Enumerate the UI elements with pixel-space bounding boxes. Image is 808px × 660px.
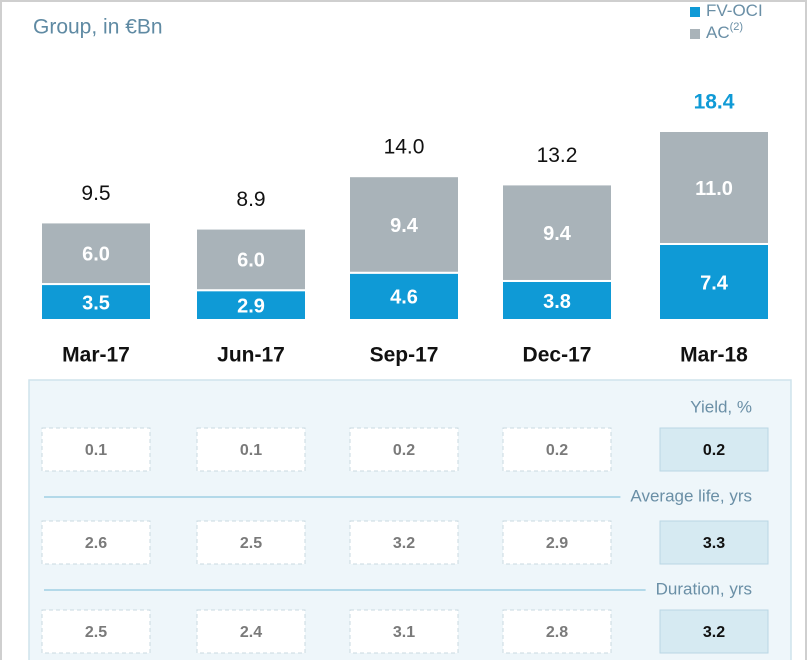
- segment-label: 2.9: [237, 295, 265, 317]
- x-tick-label: Mar-17: [62, 344, 130, 367]
- metric-label: Duration, yrs: [656, 579, 752, 598]
- metric-box: [349, 520, 459, 565]
- metric-box: [349, 609, 459, 654]
- metric-value: 2.5: [240, 535, 262, 552]
- metric-label: Yield, %: [690, 397, 752, 416]
- metric-value: 0.2: [393, 442, 415, 459]
- segment-label: 9.4: [390, 215, 419, 237]
- bar-segment: [195, 227, 307, 292]
- legend-label: AC(2): [706, 21, 743, 43]
- metric-box: [659, 609, 769, 654]
- metric-value: 0.2: [703, 442, 725, 459]
- segment-label: 7.4: [700, 272, 729, 294]
- bar-segment: [658, 130, 770, 245]
- legend-name: AC: [706, 23, 730, 42]
- segment-label: 3.8: [543, 291, 571, 313]
- legend-swatch: [690, 7, 700, 17]
- metric-value: 2.9: [546, 535, 568, 552]
- segment-label: 11.0: [695, 178, 733, 200]
- metric-box: [659, 427, 769, 472]
- legend-swatch: [690, 29, 700, 39]
- segment-label: 6.0: [82, 244, 110, 266]
- metric-box: [196, 609, 306, 654]
- total-label: 14.0: [384, 136, 425, 159]
- metric-box: [196, 520, 306, 565]
- metric-box: [196, 427, 306, 472]
- total-label: 9.5: [81, 182, 110, 205]
- bar-segment: [348, 175, 460, 274]
- metric-box: [502, 427, 612, 472]
- total-label: 13.2: [537, 144, 578, 167]
- x-tick-label: Mar-18: [680, 344, 748, 367]
- metric-value: 3.3: [703, 535, 725, 552]
- metric-box: [502, 609, 612, 654]
- x-tick-label: Sep-17: [370, 344, 439, 367]
- legend-name: FV-OCI: [706, 1, 763, 20]
- metric-value: 0.1: [240, 442, 262, 459]
- legend-note: (2): [730, 21, 743, 33]
- legend-label: FV-OCI: [706, 1, 763, 20]
- metric-value: 2.6: [85, 535, 107, 552]
- metric-box: [41, 520, 151, 565]
- metric-value: 3.1: [393, 624, 415, 641]
- metric-value: 3.2: [703, 624, 725, 641]
- metric-value: 2.5: [85, 624, 107, 641]
- metric-value: 2.4: [240, 624, 262, 641]
- bar-segment: [40, 283, 152, 322]
- bar-segment: [501, 183, 613, 282]
- bar-segment: [40, 221, 152, 286]
- segment-label: 4.6: [390, 287, 418, 309]
- metric-box: [349, 427, 459, 472]
- total-label: 8.9: [236, 188, 265, 211]
- bar-segment: [658, 242, 770, 322]
- total-label: 18.4: [694, 91, 735, 114]
- chart-title: Group, in €Bn: [33, 16, 163, 39]
- metric-label: Average life, yrs: [630, 486, 752, 505]
- metric-box: [41, 427, 151, 472]
- segment-label: 6.0: [237, 250, 265, 272]
- x-tick-label: Jun-17: [217, 344, 285, 367]
- metric-value: 0.1: [85, 442, 107, 459]
- metric-box: [659, 520, 769, 565]
- metric-value: 2.8: [546, 624, 568, 641]
- metric-value: 3.2: [393, 535, 415, 552]
- metric-box: [41, 609, 151, 654]
- segment-label: 9.4: [543, 223, 572, 245]
- metric-value: 0.2: [546, 442, 568, 459]
- segment-label: 3.5: [82, 292, 110, 314]
- metric-box: [502, 520, 612, 565]
- x-tick-label: Dec-17: [523, 344, 592, 367]
